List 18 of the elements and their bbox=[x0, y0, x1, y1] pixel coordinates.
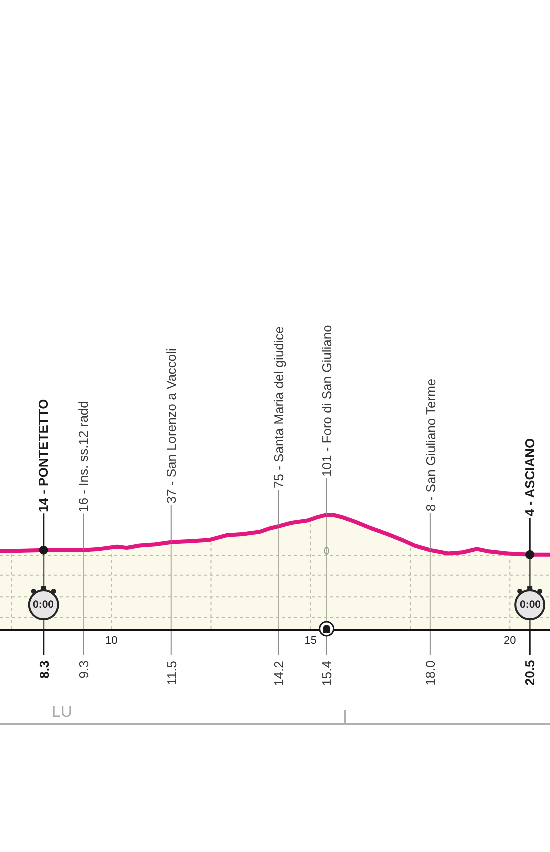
annotation: 75 - Santa Maria del giudice bbox=[272, 326, 287, 488]
annotation: 37 - San Lorenzo a Vaccoli bbox=[164, 348, 180, 504]
ref-line-label: 8.3 bbox=[36, 660, 52, 679]
annotation: 16 - Ins. ss.12 radd bbox=[76, 401, 91, 512]
ref-line-label: 14.2 bbox=[271, 661, 286, 686]
ref-line-label: 9.3 bbox=[76, 660, 92, 679]
ref-line-label: 11.5 bbox=[164, 661, 180, 686]
annotation: 101 - Foro di San Giuliano bbox=[320, 325, 335, 477]
ref-line-label: 18.0 bbox=[422, 660, 438, 686]
ref-line-label: 15.4 bbox=[319, 661, 334, 686]
annotation: 4 - ASCIANO bbox=[522, 438, 538, 517]
x-tick-label: 15 bbox=[304, 635, 317, 647]
annotation: 8 - San Giuliano Terme bbox=[423, 378, 438, 512]
text: LU bbox=[52, 704, 72, 721]
x-tick-label: 10 bbox=[105, 635, 118, 647]
ref-line-label: 20.5 bbox=[522, 660, 538, 686]
x-tick-label: 20 bbox=[504, 635, 516, 647]
annotation: 14 - PONTETETTO bbox=[36, 399, 52, 512]
